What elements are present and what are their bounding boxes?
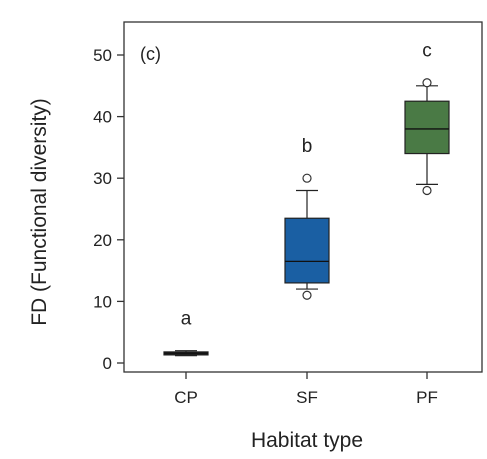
outlier-point [422, 185, 432, 196]
y-tick-label: 40 [93, 108, 112, 127]
y-tick-label: 30 [93, 169, 112, 188]
x-tick-label: SF [296, 388, 318, 407]
outlier-point [302, 173, 312, 183]
panel-label: (c) [140, 44, 161, 64]
y-axis-title: FD (Functional diversity) [28, 98, 51, 326]
box-pf: c [404, 41, 450, 196]
x-tick-label: CP [174, 388, 198, 407]
x-axis-title: Habitat type [251, 429, 363, 452]
y-tick-label: 20 [93, 231, 112, 250]
x-tick-label: PF [416, 388, 438, 407]
box-series: a b c [163, 41, 450, 357]
significance-letter: a [181, 309, 192, 330]
y-tick-label: 10 [93, 292, 112, 311]
outlier-point [422, 78, 432, 88]
box-cp: a [163, 309, 209, 357]
y-tick-label: 0 [103, 354, 112, 373]
box-iqr [404, 100, 450, 155]
box-iqr [284, 217, 330, 284]
axes: 0 10 20 30 40 50 CP SF PF [93, 21, 483, 407]
plot-frame [123, 21, 483, 373]
box-sf: b [284, 136, 330, 300]
y-tick-label: 50 [93, 46, 112, 65]
outlier-point [302, 290, 312, 300]
significance-letter: c [422, 41, 432, 62]
significance-letter: b [302, 136, 313, 157]
